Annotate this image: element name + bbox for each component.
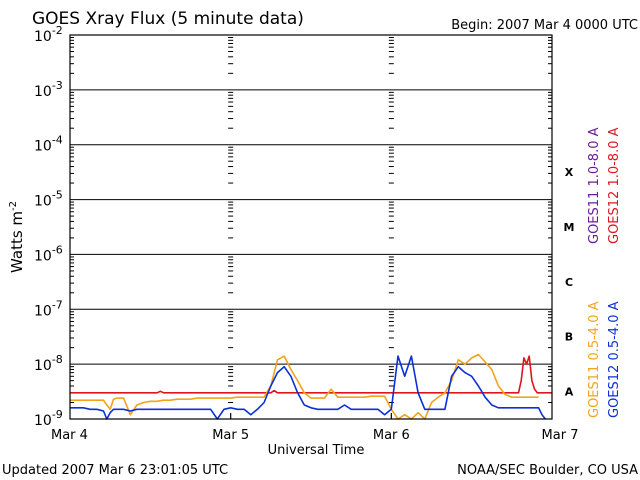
y-tick-label: 10-9 [34,408,63,429]
y-tick-base: 10 [34,358,52,374]
y-tick-exponent: -5 [52,189,63,202]
legend-entry: GOES11 0.5-4.0 A [587,301,602,418]
y-axis-label: Watts m-2 [8,201,26,273]
legend-long-wavelength: GOES11 1.0-8.0 A GOES12 1.0-8.0 A [587,127,622,244]
y-tick-labels: 10-210-310-410-510-610-710-810-9 [34,24,63,429]
y-tick-exponent: -6 [52,243,63,256]
flare-class-label: X [565,166,574,179]
y-tick-label: 10-3 [34,79,63,100]
flare-class-label: B [565,331,573,344]
series-line [70,353,539,420]
x-tick-label: Mar 5 [212,428,249,443]
series-layer [70,353,552,420]
y-tick-base: 10 [34,29,52,45]
y-tick-label: 10-8 [34,353,63,374]
flare-class-label: M [564,221,575,234]
y-axis-label-text: Watts m [8,211,26,273]
legend-entry: GOES12 1.0-8.0 A [607,127,622,244]
y-tick-base: 10 [34,248,52,264]
y-tick-label: 10-5 [34,189,63,210]
y-tick-base: 10 [34,194,52,210]
x-tick-label: Mar 6 [373,428,410,443]
updated-timestamp: Updated 2007 Mar 6 23:01:05 UTC [2,463,228,478]
gridlines [70,89,552,365]
y-tick-exponent: -3 [52,79,63,92]
y-tick-label: 10-4 [34,134,63,155]
legend-entry: GOES12 0.5-4.0 A [607,301,622,418]
x-tick-label: Mar 4 [51,428,88,443]
y-tick-exponent: -7 [52,298,63,311]
y-tick-label: 10-6 [34,243,63,264]
y-tick-exponent: -8 [52,353,63,366]
x-axis-label: Universal Time [268,443,365,458]
y-tick-base: 10 [34,84,52,100]
x-tick-labels: Mar 4 Mar 5 Mar 6 Mar 7 [51,428,578,443]
credit-label: NOAA/SEC Boulder, CO USA [457,463,638,478]
flare-class-labels: X M C B A [564,166,575,398]
series-line [70,355,552,394]
y-tick-exponent: -2 [52,24,63,37]
y-axis-label-exponent: -2 [8,201,19,211]
day-dividers [230,413,392,419]
begin-label: Begin: 2007 Mar 4 0000 UTC [451,18,638,33]
y-tick-exponent: -9 [52,408,63,421]
legend-entry: GOES11 1.0-8.0 A [587,127,602,244]
chart-title: GOES Xray Flux (5 minute data) [32,9,304,29]
series-line [70,355,546,420]
y-tick-base: 10 [34,413,52,429]
legend-short-wavelength: GOES11 0.5-4.0 A GOES12 0.5-4.0 A [587,301,622,418]
y-tick-label: 10-2 [34,24,63,45]
x-tick-label: Mar 7 [542,428,579,443]
flare-class-label: A [565,386,574,399]
y-tick-base: 10 [34,139,52,155]
flare-class-label: C [565,276,573,289]
plot-frame [69,34,553,420]
y-tick-label: 10-7 [34,298,63,319]
y-tick-base: 10 [34,303,52,319]
y-tick-exponent: -4 [52,134,63,147]
